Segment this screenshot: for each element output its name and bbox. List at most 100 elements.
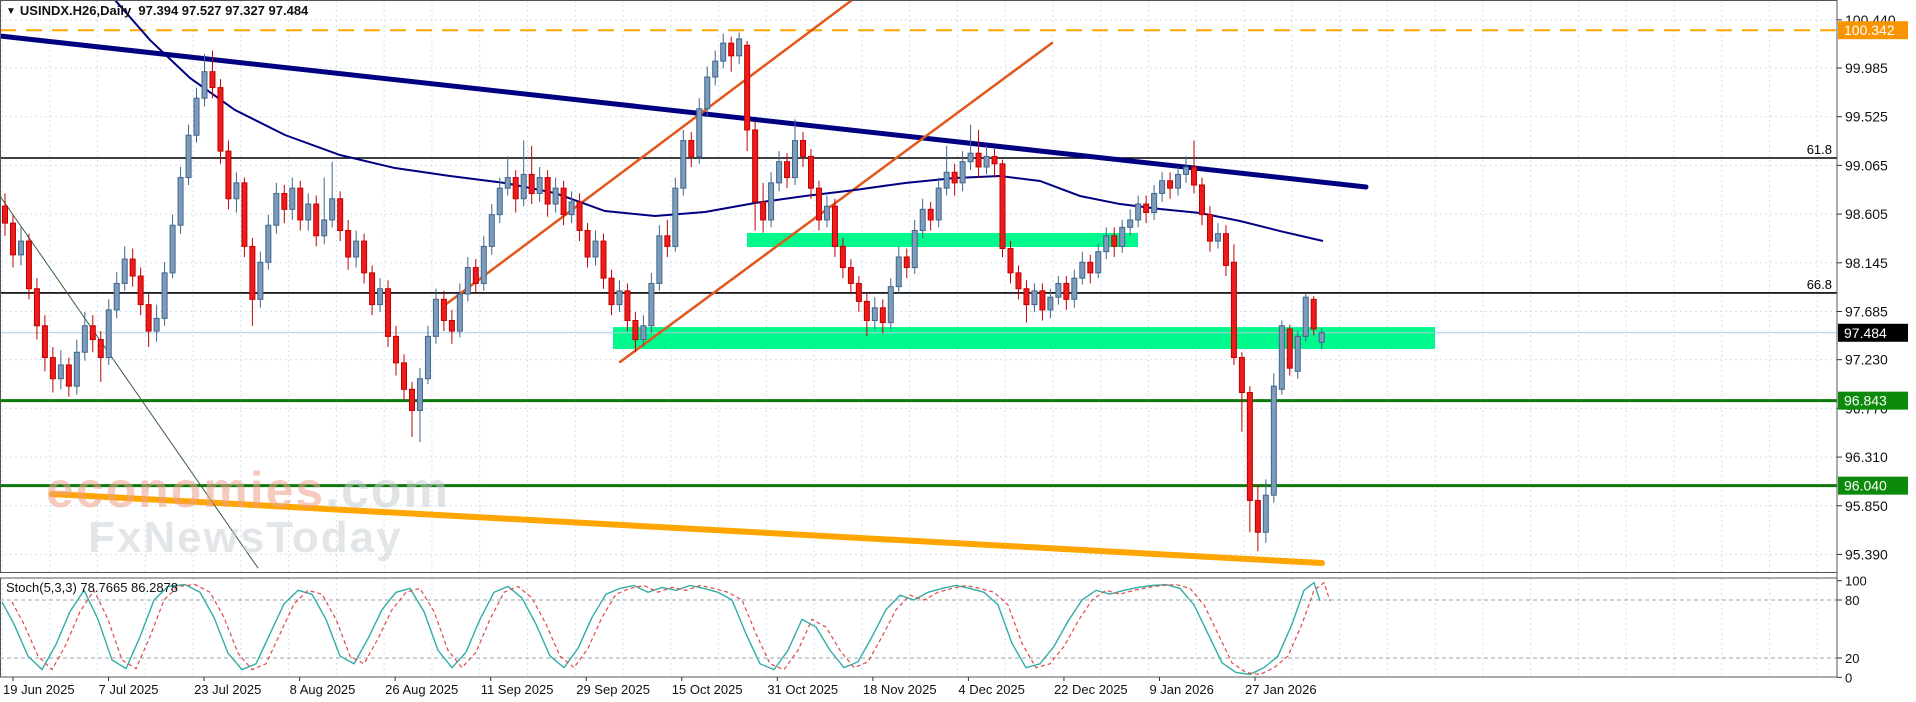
watermark-economies: economies.com xyxy=(46,462,450,518)
candle-body xyxy=(153,317,160,332)
candle-body xyxy=(401,362,407,390)
candle-body xyxy=(416,378,423,411)
price-badge-label: 100.342 xyxy=(1844,22,1895,38)
stoch-signal-line xyxy=(11,581,1331,676)
candle-body xyxy=(321,219,328,237)
support-orange xyxy=(49,491,1325,567)
candle-body xyxy=(1199,184,1205,216)
price-tick-label: 98.605 xyxy=(1845,206,1888,222)
candle-body xyxy=(25,240,32,290)
candle-body xyxy=(616,290,623,306)
symbol-dropdown-icon[interactable]: ▼ xyxy=(6,6,16,17)
time-axis-bg[interactable] xyxy=(0,678,1837,702)
candle-body xyxy=(1151,192,1158,214)
price-tick-label: 99.985 xyxy=(1845,60,1888,76)
date-label: 29 Sep 2025 xyxy=(576,682,650,697)
date-label: 27 Jan 2026 xyxy=(1245,682,1317,697)
candle-body xyxy=(1135,203,1142,221)
candle-body xyxy=(959,161,966,184)
candles-layer xyxy=(2,32,1325,552)
price-tick-label: 95.850 xyxy=(1845,498,1888,514)
candle-body xyxy=(432,298,439,337)
date-label: 18 Nov 2025 xyxy=(863,682,937,697)
candle-body xyxy=(73,351,80,387)
candle-body xyxy=(632,319,639,341)
candle-body xyxy=(129,258,136,277)
candle-body xyxy=(1055,282,1062,298)
candle-body xyxy=(664,235,671,247)
candle-body xyxy=(800,140,806,157)
candle-body xyxy=(1087,261,1094,274)
candle-body xyxy=(688,140,695,157)
candle-body xyxy=(329,198,336,221)
candle-body xyxy=(760,201,767,221)
candle-body xyxy=(1015,272,1022,290)
candle-body xyxy=(233,182,240,200)
candle-body xyxy=(496,187,503,216)
candle-body xyxy=(1159,180,1166,194)
candle-body xyxy=(544,177,551,205)
candle-body xyxy=(408,388,415,411)
fib-label: 61.8 xyxy=(1807,142,1832,157)
candle-body xyxy=(552,187,559,205)
candle-body xyxy=(185,134,192,179)
stoch-main-line xyxy=(1,581,1321,676)
candle-body xyxy=(1127,219,1134,228)
candle-body xyxy=(1183,166,1190,175)
candle-body xyxy=(81,325,88,353)
candle-body xyxy=(337,198,344,232)
candle-body xyxy=(1262,494,1269,533)
date-label: 23 Jul 2025 xyxy=(194,682,261,697)
candle-body xyxy=(1143,203,1150,214)
candle-body xyxy=(839,245,846,269)
candle-body xyxy=(169,224,176,274)
candle-body xyxy=(672,187,679,247)
candle-body xyxy=(57,364,64,380)
candle-body xyxy=(712,60,719,78)
candle-body xyxy=(512,177,519,200)
date-label: 4 Dec 2025 xyxy=(958,682,1025,697)
candle-body xyxy=(480,245,487,284)
candle-body xyxy=(1318,332,1325,343)
candle-body xyxy=(289,187,296,210)
candle-body xyxy=(983,155,990,168)
candle-body xyxy=(1302,296,1309,337)
candle-body xyxy=(385,288,392,337)
candle-body xyxy=(1254,499,1261,533)
candle-body xyxy=(967,152,974,163)
candle-body xyxy=(991,155,998,165)
candle-body xyxy=(528,173,535,194)
candle-body xyxy=(1039,290,1046,311)
candle-body xyxy=(736,38,743,57)
stoch-tick-label: 100 xyxy=(1845,574,1867,589)
candle-body xyxy=(1031,290,1038,306)
candle-body xyxy=(855,282,862,302)
candle-body xyxy=(592,240,599,258)
candle-body xyxy=(1063,282,1070,300)
candle-body xyxy=(1238,357,1245,393)
date-label: 8 Aug 2025 xyxy=(290,682,356,697)
downtrend-major xyxy=(0,33,1369,190)
candle-body xyxy=(999,163,1006,250)
candle-body xyxy=(353,240,360,258)
price-tick-label: 97.230 xyxy=(1845,352,1888,368)
candle-body xyxy=(863,300,870,321)
candle-body xyxy=(41,325,48,359)
candle-body xyxy=(369,272,376,306)
candle-body xyxy=(935,187,942,221)
candle-body xyxy=(209,71,216,89)
candle-body xyxy=(1023,288,1030,306)
candle-body xyxy=(887,286,894,324)
candle-body xyxy=(1246,391,1253,501)
candle-body xyxy=(456,293,463,332)
candle-body xyxy=(752,129,759,203)
candle-body xyxy=(927,208,934,221)
price-axis-bg[interactable] xyxy=(1837,0,1916,702)
candle-body xyxy=(89,325,96,341)
candle-body xyxy=(105,309,112,359)
price-badge xyxy=(1838,391,1908,410)
stoch-tick-label: 20 xyxy=(1845,651,1859,666)
price-tick-label: 98.145 xyxy=(1845,255,1888,271)
candle-body xyxy=(313,203,320,237)
